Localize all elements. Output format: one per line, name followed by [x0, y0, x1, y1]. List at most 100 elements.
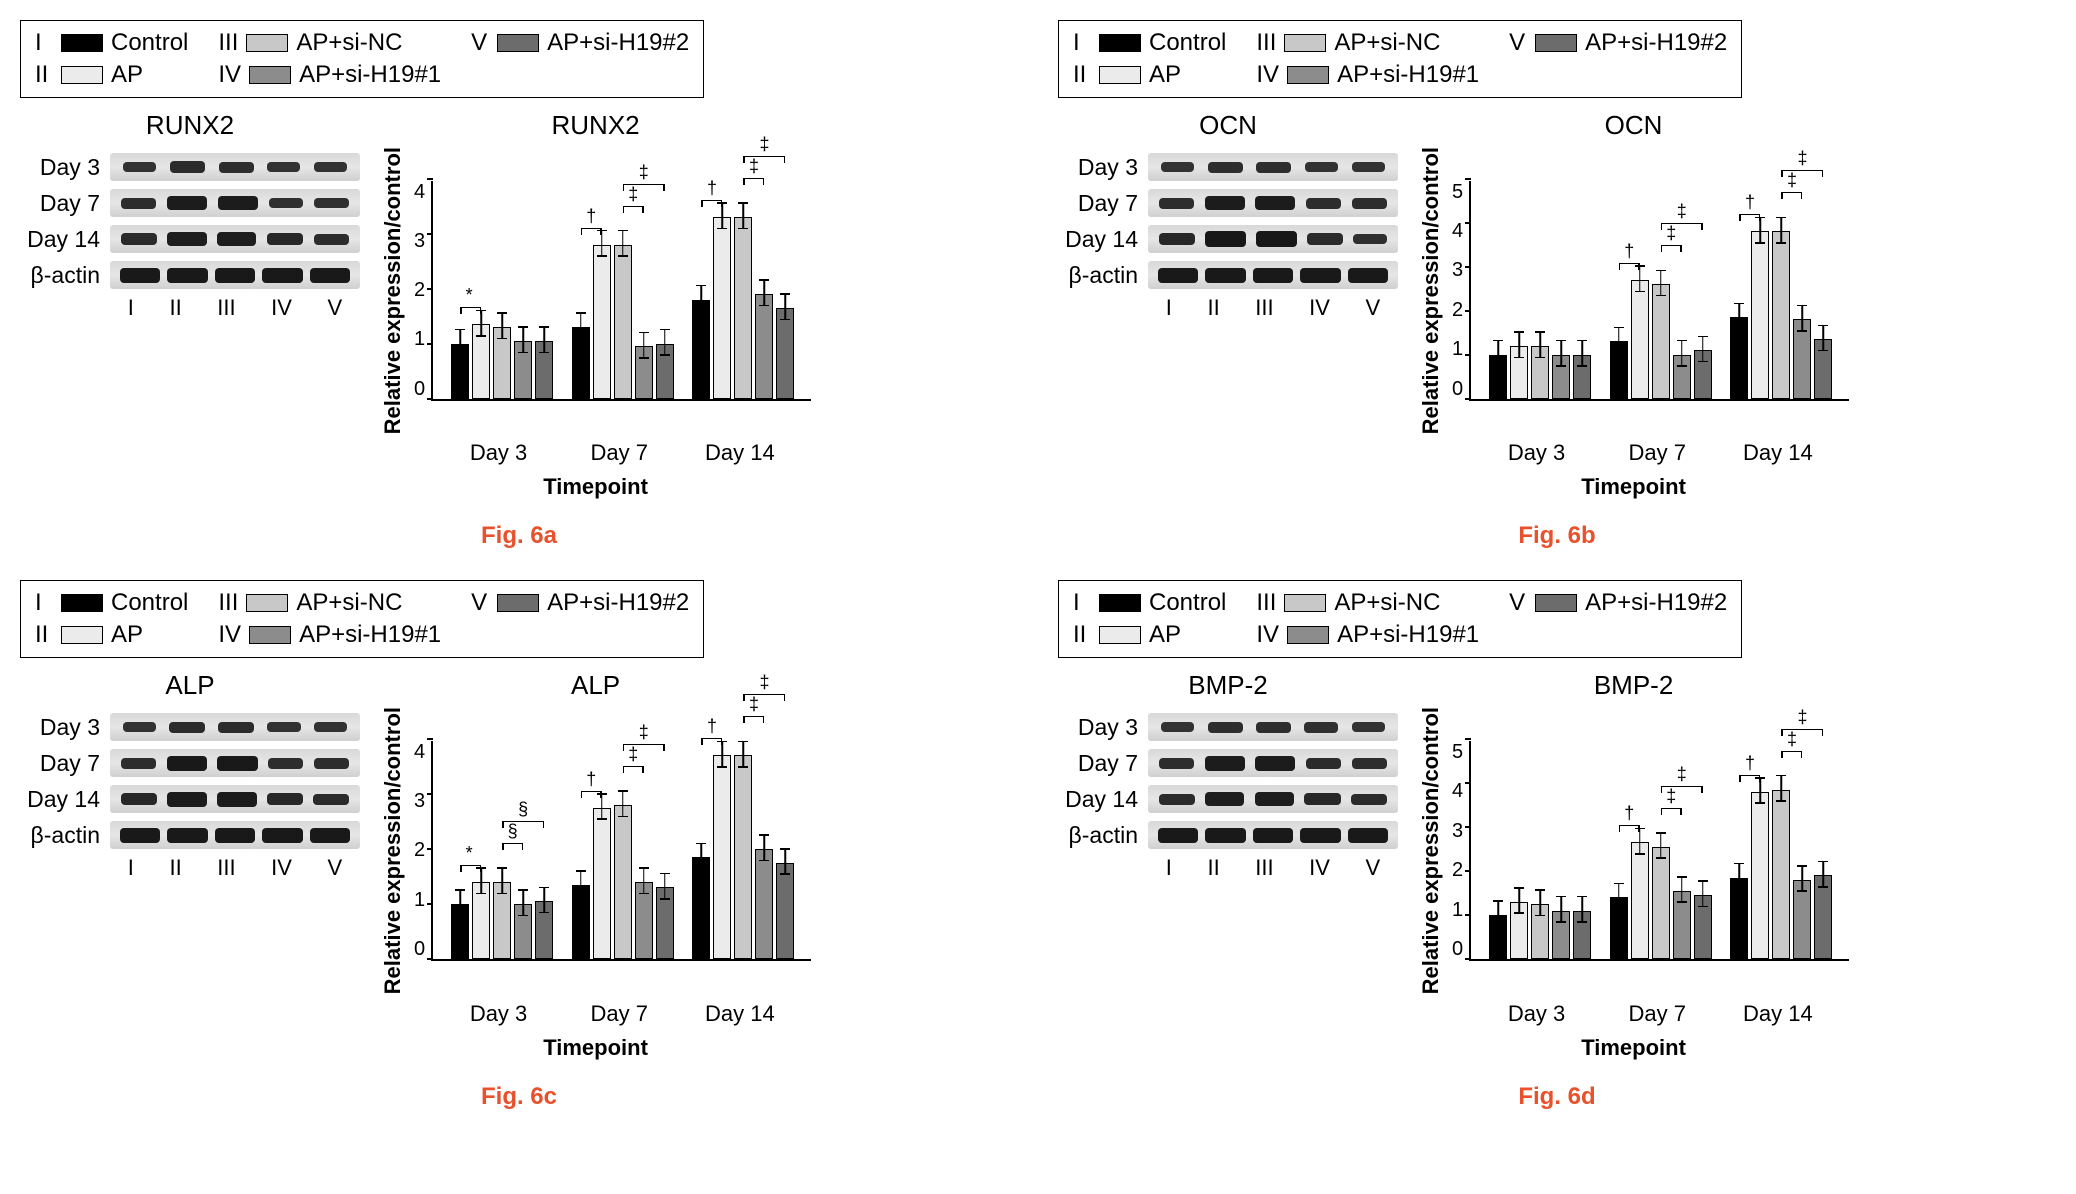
significance-symbol: ‡: [759, 673, 769, 691]
error-cap: [518, 326, 528, 328]
legend-roman: II: [35, 61, 53, 89]
figure-panel-c: IControlIIIAP+si-NCVAP+si-H19#2IIAPIVAP+…: [20, 580, 1018, 1110]
legend-item: IIIAP+si-NC: [1256, 29, 1479, 57]
bar: [614, 805, 632, 959]
y-tick-label: 3: [414, 790, 425, 813]
significance-bracket: [502, 821, 544, 822]
chart-title: BMP-2: [1594, 670, 1673, 701]
blot-band: [269, 198, 303, 209]
bar: [734, 217, 752, 399]
blot-band: [1205, 828, 1246, 843]
blot-band: [121, 198, 156, 209]
significance-symbol: ‡: [759, 135, 769, 153]
lane-labels: IIIIIIIVV: [110, 855, 360, 881]
blot-band: [1208, 722, 1243, 733]
y-tick: [1465, 738, 1471, 740]
legend-label: AP+si-H19#2: [547, 589, 689, 617]
blot-band: [170, 161, 206, 173]
x-axis: Day 3Day 7Day 14: [430, 1001, 810, 1027]
legend-roman: III: [218, 29, 238, 57]
legend-swatch: [249, 66, 291, 84]
bar: [1489, 915, 1507, 959]
blot-rows: Day 3Day 7Day 14β-actin: [20, 713, 360, 849]
legend-roman: V: [1509, 589, 1527, 617]
bar: [1694, 350, 1712, 398]
lane-label: II: [1207, 295, 1219, 321]
chart-area: Relative expression/control43210*§§†‡‡†‡…: [380, 707, 811, 994]
error-bar: [459, 890, 461, 916]
figure-panel-a: IControlIIIAP+si-NCVAP+si-H19#2IIAPIVAP+…: [20, 20, 1018, 550]
error-cap: [576, 895, 586, 897]
blot-band: [1300, 268, 1341, 283]
bar-group: [1489, 346, 1591, 399]
lane-label: IV: [1309, 295, 1330, 321]
bar: [593, 245, 611, 399]
bar: [1652, 847, 1670, 959]
error-bar: [764, 280, 766, 306]
significance-symbol: §: [518, 800, 528, 818]
lane-labels: IIIIIIIVV: [1148, 295, 1398, 321]
blot-row: Day 3: [1058, 153, 1398, 181]
significance-bracket: [1661, 786, 1703, 787]
error-bar: [1739, 303, 1741, 329]
y-tick: [1465, 354, 1471, 356]
legend-roman: II: [1073, 621, 1091, 649]
error-bar: [522, 327, 524, 353]
error-cap: [780, 319, 790, 321]
blot-title: BMP-2: [1188, 670, 1267, 701]
error-cap: [1755, 802, 1765, 804]
error-cap: [717, 741, 727, 743]
error-bar: [1518, 888, 1520, 914]
chart-title: RUNX2: [551, 110, 639, 141]
panel-body: RUNX2Day 3Day 7Day 14β-actinIIIIIIIVVRUN…: [20, 110, 1018, 500]
bar-group: †‡‡: [692, 217, 794, 399]
x-axis: Day 3Day 7Day 14: [430, 440, 810, 466]
error-bar: [1802, 305, 1804, 331]
blot-band: [218, 196, 258, 211]
blot-strip: [110, 713, 360, 741]
blot-row: Day 7: [1058, 749, 1398, 777]
error-bar: [1560, 340, 1562, 366]
legend-item: IControl: [35, 589, 188, 617]
error-cap: [759, 305, 769, 307]
legend-label: AP+si-NC: [296, 29, 402, 57]
blot-band: [167, 792, 207, 807]
error-cap: [1614, 908, 1624, 910]
blot-band: [1159, 233, 1195, 245]
error-bar: [543, 887, 545, 913]
error-bar: [501, 313, 503, 339]
blot-band: [1304, 793, 1340, 805]
error-cap: [1776, 775, 1786, 777]
x-axis: Day 3Day 7Day 14: [1468, 440, 1848, 466]
blot-band: [1205, 756, 1245, 771]
error-bar: [764, 835, 766, 861]
legend-label: AP+si-NC: [1334, 29, 1440, 57]
legend-label: Control: [1149, 589, 1226, 617]
error-cap: [639, 867, 649, 869]
error-cap: [696, 843, 706, 845]
error-bar: [1681, 877, 1683, 903]
legend-roman: IV: [1256, 61, 1279, 89]
bar: [1489, 355, 1507, 399]
x-tick-label: Day 3: [448, 1001, 550, 1027]
blot-band: [167, 828, 208, 843]
lane-label: II: [1207, 855, 1219, 881]
blot-row: Day 7: [1058, 189, 1398, 217]
bar: [493, 882, 511, 959]
figure-label: Fig. 6c: [20, 1083, 1018, 1111]
y-tick: [1465, 914, 1471, 916]
y-tick-label: 4: [1452, 220, 1463, 243]
blot-row: β-actin: [20, 821, 360, 849]
blot-band: [267, 722, 301, 732]
error-bar: [664, 329, 666, 355]
error-cap: [1635, 265, 1645, 267]
blot-band: [1159, 198, 1194, 209]
error-cap: [660, 873, 670, 875]
error-bar: [1781, 775, 1783, 801]
error-cap: [1797, 330, 1807, 332]
lane-label: I: [1166, 855, 1172, 881]
x-axis-label: Timepoint: [1581, 474, 1686, 500]
error-bar: [622, 791, 624, 817]
legend-roman: III: [1256, 589, 1276, 617]
error-cap: [539, 326, 549, 328]
